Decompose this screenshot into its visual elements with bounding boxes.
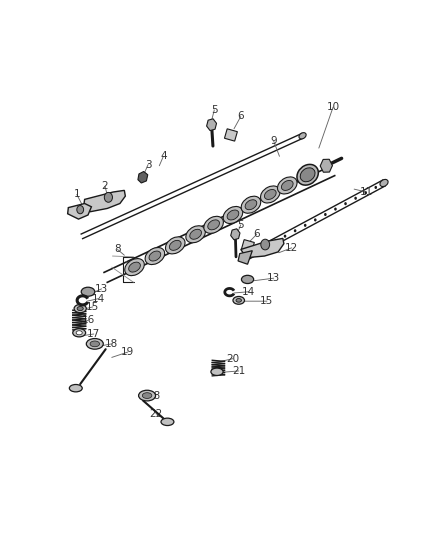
Text: 6: 6 [254,229,260,239]
Text: 12: 12 [285,243,298,253]
Text: 15: 15 [260,296,274,306]
Ellipse shape [186,226,205,243]
Circle shape [294,229,297,232]
Ellipse shape [145,247,165,264]
Text: 5: 5 [237,220,244,230]
Text: 13: 13 [95,284,108,294]
Polygon shape [138,172,148,183]
Ellipse shape [90,341,99,347]
Ellipse shape [297,164,318,185]
Text: 9: 9 [270,136,277,146]
Circle shape [314,219,317,222]
Ellipse shape [211,368,223,375]
Text: 21: 21 [232,366,245,376]
Ellipse shape [142,393,152,399]
Ellipse shape [77,306,83,311]
Ellipse shape [129,262,140,272]
Circle shape [304,224,307,227]
Ellipse shape [125,259,144,276]
Ellipse shape [190,229,201,239]
Ellipse shape [204,216,223,233]
Polygon shape [84,190,125,212]
Circle shape [264,245,266,248]
Text: 1: 1 [74,189,80,199]
Ellipse shape [245,200,257,209]
Polygon shape [224,129,237,141]
Ellipse shape [166,237,185,254]
Text: 5: 5 [211,105,218,115]
Ellipse shape [208,220,219,230]
Circle shape [334,207,337,211]
Circle shape [254,251,256,254]
Text: 18: 18 [105,339,118,349]
Ellipse shape [241,276,254,284]
Text: 7: 7 [136,263,142,273]
Circle shape [104,192,113,202]
Circle shape [344,202,347,205]
Text: 20: 20 [226,353,240,364]
Ellipse shape [149,251,161,261]
Polygon shape [241,240,254,252]
Ellipse shape [380,180,388,187]
Text: 6: 6 [237,111,244,122]
Text: 11: 11 [360,187,373,197]
Ellipse shape [233,296,244,304]
Text: 8: 8 [114,245,121,254]
Ellipse shape [299,133,306,139]
Circle shape [354,197,357,200]
Circle shape [284,235,286,238]
Text: 15: 15 [86,302,99,312]
Ellipse shape [261,186,280,203]
Ellipse shape [170,240,181,251]
Ellipse shape [300,168,315,182]
Polygon shape [238,251,252,264]
Text: 14: 14 [242,287,255,297]
Ellipse shape [161,418,174,425]
Ellipse shape [69,384,82,392]
Ellipse shape [282,181,293,190]
Ellipse shape [76,330,82,335]
Ellipse shape [74,304,86,313]
Polygon shape [241,238,284,257]
Text: 14: 14 [92,294,105,304]
Text: 16: 16 [81,316,95,326]
Circle shape [364,191,367,195]
Circle shape [274,240,276,243]
Text: 13: 13 [267,273,280,283]
Circle shape [77,206,84,214]
Ellipse shape [86,338,103,349]
Text: 2: 2 [102,181,108,191]
Ellipse shape [236,298,241,302]
Text: 10: 10 [327,102,339,112]
Ellipse shape [265,190,276,199]
Ellipse shape [227,210,239,220]
Ellipse shape [138,390,155,401]
Text: 17: 17 [87,329,100,339]
Text: 22: 22 [149,409,162,418]
Ellipse shape [73,329,86,337]
Text: 19: 19 [121,347,134,357]
Circle shape [261,239,270,250]
Ellipse shape [81,287,95,296]
Polygon shape [67,204,92,219]
Ellipse shape [278,177,297,194]
Ellipse shape [223,206,243,223]
Text: 4: 4 [160,151,167,161]
Circle shape [374,186,377,189]
Ellipse shape [241,196,261,213]
Circle shape [324,213,327,216]
Text: 3: 3 [145,159,152,169]
Text: 18: 18 [148,391,162,401]
